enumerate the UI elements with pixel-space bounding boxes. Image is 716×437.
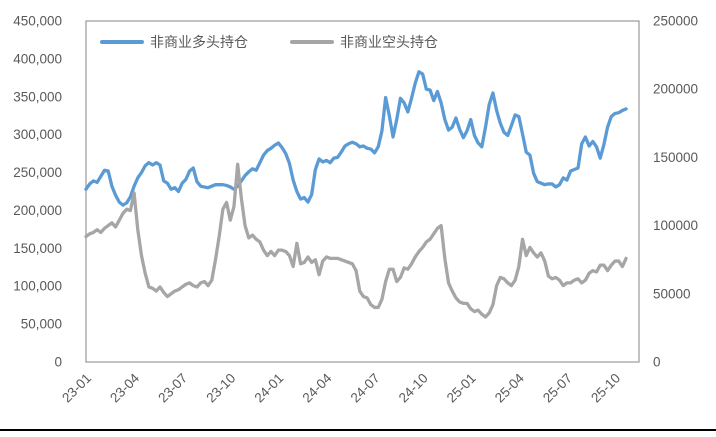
x-axis-tick-label: 25-07: [540, 371, 575, 406]
left-axis-tick-label: 400,000: [13, 51, 62, 66]
short-series-label: 非商业空头持仓: [340, 34, 438, 50]
x-axis-tick-label: 25-01: [444, 371, 479, 406]
left-axis-tick-label: 200,000: [13, 203, 62, 218]
long-series-swatch: [100, 40, 144, 44]
right-axis-tick-label: 50000: [653, 286, 691, 301]
x-axis-tick-label: 24-10: [396, 371, 431, 406]
left-axis-tick-label: 50,000: [21, 317, 62, 332]
left-axis-tick-label: 350,000: [13, 89, 62, 104]
x-axis-tick-label: 23-10: [203, 371, 238, 406]
x-axis-tick-label: 23-04: [107, 370, 142, 405]
left-axis-tick-label: 0: [54, 355, 62, 370]
x-axis-tick-label: 24-04: [300, 370, 335, 405]
legend-item-long: 非商业多头持仓: [100, 32, 248, 52]
right-axis-tick-label: 250000: [653, 14, 698, 29]
legend-item-short: 非商业空头持仓: [290, 32, 438, 52]
x-axis-tick-label: 25-04: [492, 370, 527, 405]
plot-border: [85, 20, 640, 363]
left-axis-tick-label: 300,000: [13, 127, 62, 142]
x-axis-tick-label: 25-10: [588, 371, 623, 406]
right-axis-tick-label: 150000: [653, 150, 698, 165]
x-axis-tick-label: 23-01: [59, 371, 94, 406]
chart-legend: 非商业多头持仓 非商业空头持仓: [100, 34, 438, 50]
right-axis-tick-label: 200000: [653, 82, 698, 97]
short-series-line: [84, 162, 628, 319]
long-series-line: [84, 70, 628, 207]
long-series-label: 非商业多头持仓: [150, 34, 248, 50]
x-axis-tick-label: 24-07: [348, 371, 383, 406]
left-axis-tick-label: 100,000: [13, 279, 62, 294]
left-axis-tick-label: 150,000: [13, 241, 62, 256]
short-series-swatch: [290, 40, 334, 44]
right-axis-tick-label: 0: [653, 355, 661, 370]
x-axis-tick-label: 23-07: [155, 371, 190, 406]
right-axis-tick-label: 100000: [653, 218, 698, 233]
left-axis-tick-label: 450,000: [13, 14, 62, 29]
bottom-divider: [0, 429, 716, 431]
x-axis-tick-label: 24-01: [251, 371, 286, 406]
left-axis-tick-label: 250,000: [13, 165, 62, 180]
